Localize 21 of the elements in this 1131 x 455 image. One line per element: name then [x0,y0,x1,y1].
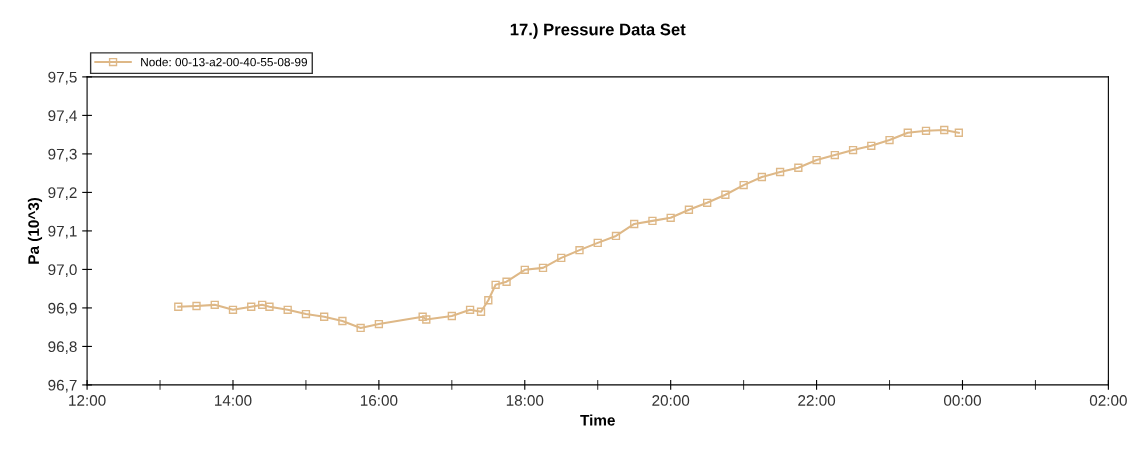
x-tick-label: 00:00 [943,395,981,406]
y-tick-label: 96,8 [48,341,77,354]
y-tick-label: 96,7 [48,379,77,393]
x-tick-label: 16:00 [360,395,398,406]
y-tick-label: 97,2 [48,187,77,200]
y-axis-title: Pa (10^3) [27,197,43,264]
y-tick-label: 97,1 [48,225,77,239]
y-tick-label: 96,9 [48,302,77,316]
x-tick-label: 12:00 [69,395,106,406]
chart-title: 17.) Pressure Data Set [510,23,686,39]
x-tick-label: 22:00 [798,395,836,406]
y-tick-label: 97,0 [48,264,77,277]
x-axis-title: Time [580,414,615,426]
x-tick-label: 14:00 [215,395,252,406]
y-tick-label: 97,4 [48,110,77,123]
y-tick-label: 97,5 [48,71,77,85]
x-tick-label: 18:00 [506,395,544,406]
legend-label: Node: 00-13-a2-00-40-55-08-99 [141,57,308,67]
x-tick-label: 02:00 [1089,395,1127,406]
x-tick-label: 20:00 [652,395,690,406]
y-tick-label: 97,3 [48,148,77,162]
